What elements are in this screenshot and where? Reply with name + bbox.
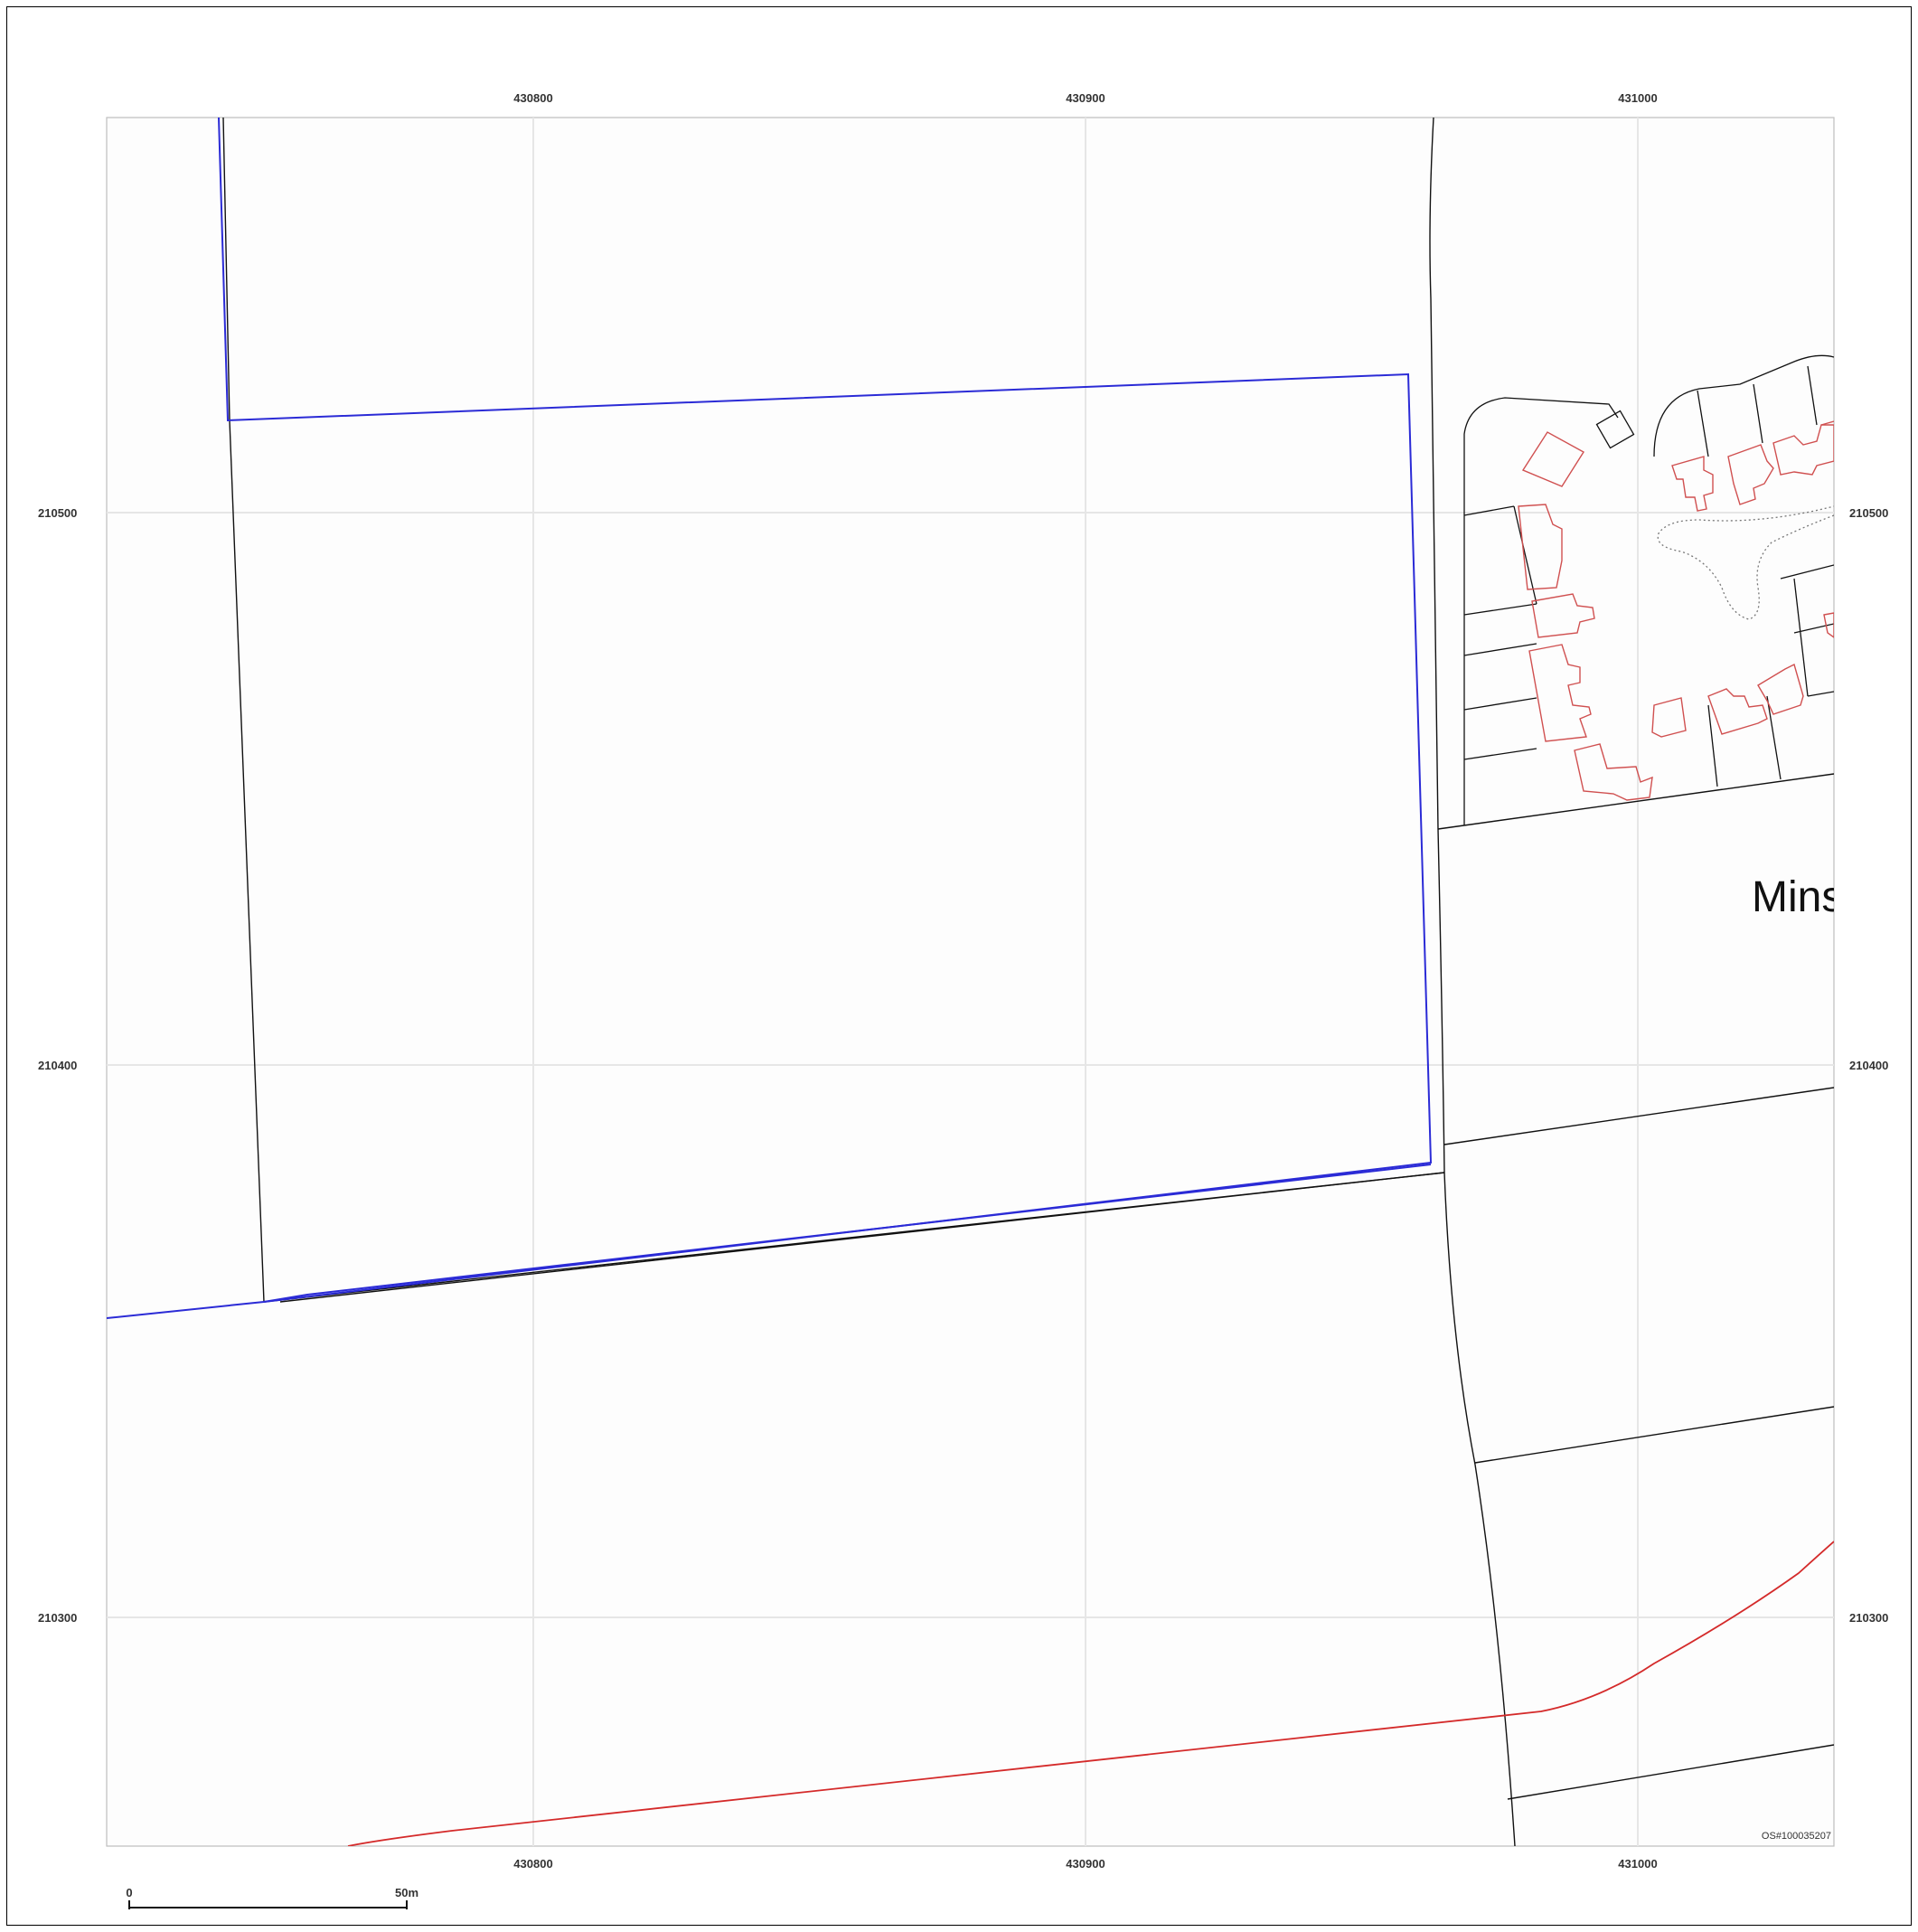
plot-line-1 — [1437, 773, 1834, 830]
plot-line-3 — [1474, 1406, 1834, 1464]
building — [1727, 444, 1774, 505]
easting-tick-bottom: 431000 — [1618, 1857, 1657, 1871]
northing-tick-left: 210400 — [38, 1059, 77, 1072]
site-boundary — [107, 118, 1433, 1319]
northing-tick-right: 210400 — [1849, 1059, 1888, 1072]
place-label: Mins — [1752, 873, 1843, 921]
building — [1772, 424, 1834, 476]
site-boundary-south — [107, 1164, 1432, 1319]
scale-bar-end-label: 50m — [395, 1886, 418, 1899]
estate-boundary — [1463, 397, 1619, 825]
plot-line-2 — [1443, 1087, 1834, 1145]
easting-tick-top: 430800 — [513, 91, 552, 105]
building — [1757, 663, 1804, 715]
map-frame — [106, 117, 1835, 1847]
field-boundary-south-inner-2 — [279, 1172, 1445, 1303]
building — [1574, 743, 1653, 801]
building — [1671, 456, 1714, 512]
estate-plots — [1463, 354, 1834, 825]
building — [1521, 431, 1584, 487]
building — [1531, 593, 1595, 638]
garage-outline — [1595, 410, 1635, 449]
parcel-boundaries — [222, 118, 1834, 1846]
northing-tick-left: 210300 — [38, 1611, 77, 1625]
road-verge — [1657, 505, 1834, 620]
plot-line-4 — [1507, 1744, 1834, 1800]
estate-north-boundary — [1653, 354, 1834, 457]
field-boundary-east — [1429, 118, 1516, 1846]
northing-tick-right: 210300 — [1849, 1611, 1888, 1625]
easting-tick-bottom: 430900 — [1066, 1857, 1105, 1871]
buildings — [1518, 420, 1834, 801]
building — [1518, 504, 1563, 590]
building — [1707, 688, 1768, 735]
northing-tick-right: 210500 — [1849, 506, 1888, 520]
northing-tick-left: 210500 — [38, 506, 77, 520]
easting-tick-top: 431000 — [1618, 91, 1657, 105]
building — [1528, 644, 1592, 742]
scale-bar: 0 50m — [126, 1886, 418, 1909]
grid-lines — [107, 118, 1834, 1846]
copyright-text: OS#100035207 — [1762, 1831, 1831, 1842]
building — [1823, 612, 1834, 638]
building — [1651, 697, 1687, 738]
easting-tick-top: 430900 — [1066, 91, 1105, 105]
road-line — [347, 1541, 1834, 1846]
scale-bar-start-label: 0 — [126, 1886, 132, 1899]
easting-tick-bottom: 430800 — [513, 1857, 552, 1871]
